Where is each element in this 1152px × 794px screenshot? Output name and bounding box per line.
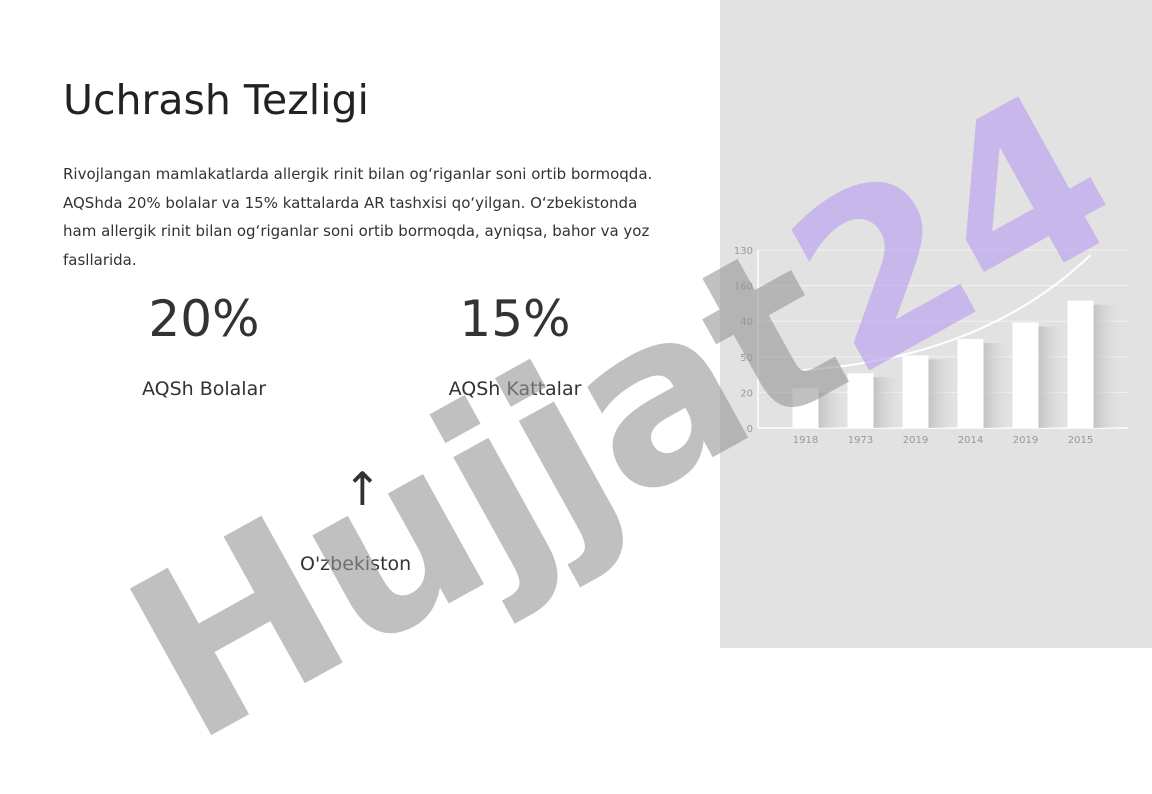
stat-value: 20%	[148, 290, 260, 348]
stat-value: 15%	[459, 290, 571, 348]
y-tick-label: 50	[740, 353, 753, 364]
bar	[1012, 322, 1039, 428]
stat-label: AQSh Bolalar	[141, 378, 267, 400]
bar-shadow	[818, 392, 847, 428]
stat-children: 20% AQSh Bolalar	[74, 290, 334, 400]
y-tick-label: 160	[734, 282, 753, 293]
slide-title: Uchrash Tezligi	[63, 76, 369, 124]
x-tick-label: 2014	[958, 435, 983, 446]
bar-shadow	[873, 377, 902, 428]
stat-label: AQSh Kattalar	[448, 378, 582, 400]
bar	[1067, 300, 1094, 428]
uzbekistan-label: O'zbekiston	[300, 553, 412, 575]
y-tick-label: 20	[740, 388, 753, 399]
bar-chart: 0 20 50 40 160 130 1918 1973 2019 2014 2019 2015	[734, 246, 1128, 446]
trend-line	[800, 254, 1092, 372]
bar-shadow	[1093, 304, 1122, 428]
stat-adults: 15% AQSh Kattalar	[385, 290, 645, 400]
body-text: Rivojlangan mamlakatlarda allergik rinit…	[63, 165, 653, 269]
y-tick-label: 0	[747, 424, 753, 435]
bar	[902, 355, 929, 428]
bar	[847, 373, 874, 428]
bar-shadow	[928, 359, 957, 428]
x-tick-label: 1973	[848, 435, 873, 446]
x-tick-label: 2019	[903, 435, 928, 446]
bar	[792, 388, 819, 428]
x-tick-label: 1918	[793, 435, 818, 446]
x-tick-label: 2015	[1068, 435, 1093, 446]
bar-shadow	[983, 343, 1012, 428]
x-tick-label: 2019	[1013, 435, 1038, 446]
y-tick-label: 130	[734, 246, 753, 257]
arrow-up-icon: ↑	[343, 462, 382, 516]
y-tick-label: 40	[740, 317, 753, 328]
bar	[957, 339, 984, 428]
bar-shadow	[1038, 326, 1067, 428]
